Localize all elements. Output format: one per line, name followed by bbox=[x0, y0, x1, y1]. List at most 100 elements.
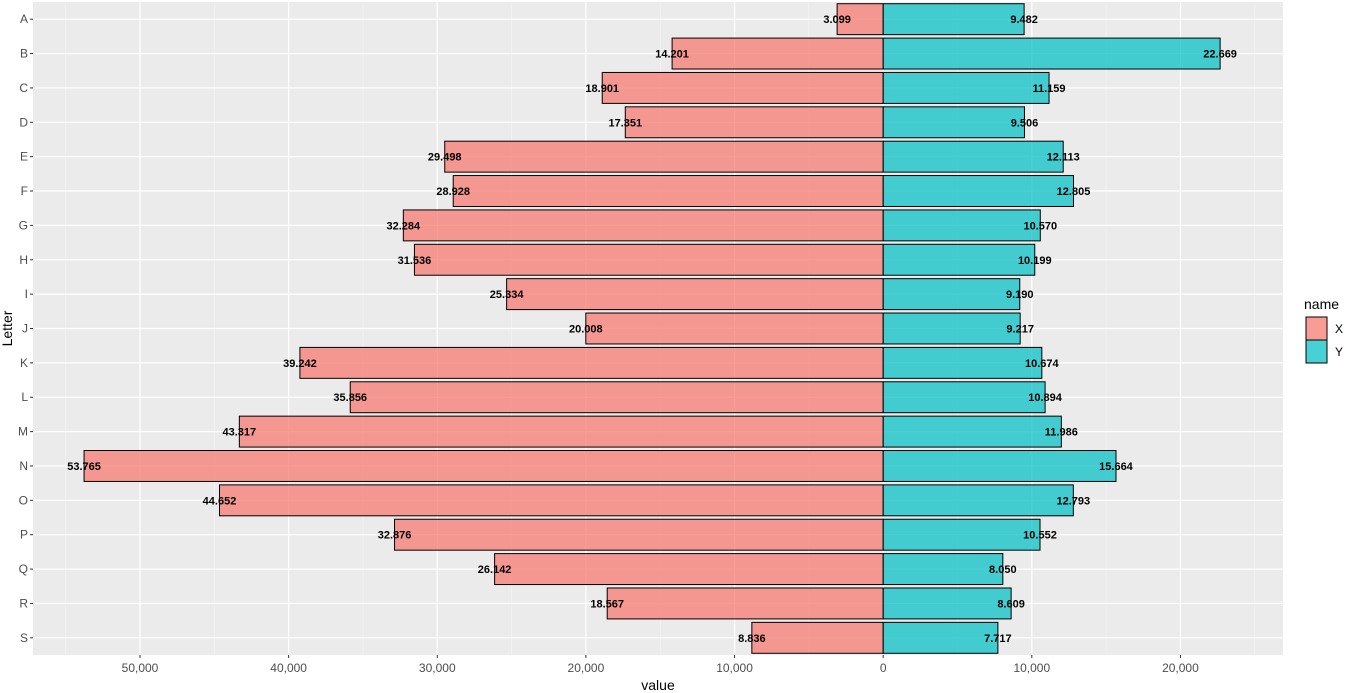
bar-x-e bbox=[444, 140, 884, 173]
data-label-x-d: 17.351 bbox=[608, 117, 642, 129]
data-label-y-i: 9.190 bbox=[1006, 289, 1034, 301]
legend-title: name bbox=[1304, 296, 1339, 312]
data-label-x-m: 43.317 bbox=[223, 427, 257, 439]
data-label-x-l: 35.856 bbox=[333, 392, 367, 404]
legend-key-y bbox=[1305, 339, 1328, 364]
bar-y-n bbox=[882, 450, 1117, 482]
y-tick-label: G bbox=[19, 218, 28, 232]
data-label-x-q: 26.142 bbox=[478, 564, 512, 576]
x-tick-label: 20,000 bbox=[1162, 661, 1199, 675]
y-tick-label: P bbox=[20, 528, 28, 542]
y-tick-label: E bbox=[20, 150, 28, 164]
data-label-x-h: 31.536 bbox=[398, 255, 432, 267]
data-label-y-l: 10.894 bbox=[1028, 392, 1063, 404]
data-label-y-j: 9.217 bbox=[1006, 324, 1034, 336]
y-tick-label: H bbox=[19, 253, 28, 267]
data-label-x-r: 18.567 bbox=[590, 598, 624, 610]
bars bbox=[83, 3, 1221, 654]
bar-x-c bbox=[601, 71, 884, 104]
bar-x-o bbox=[219, 484, 884, 517]
bar-y-m bbox=[882, 415, 1062, 448]
legend-label-y: Y bbox=[1335, 345, 1343, 359]
data-label-y-d: 9.506 bbox=[1011, 117, 1039, 129]
bar-x-p bbox=[394, 518, 884, 551]
bar-x-l bbox=[349, 381, 884, 414]
x-tick-label: 0 bbox=[880, 661, 887, 675]
y-axis: A B C D E F G H I J K L M N O P Q R S bbox=[18, 12, 33, 645]
bar-y-l bbox=[882, 381, 1046, 414]
bar-y-c bbox=[882, 71, 1050, 104]
data-label-y-q: 8.050 bbox=[989, 564, 1017, 576]
bar-y-o bbox=[882, 484, 1074, 517]
bar-x-i bbox=[506, 278, 884, 311]
bar-y-k bbox=[882, 346, 1043, 379]
bar-x-j bbox=[585, 312, 884, 345]
bar-x-b bbox=[671, 37, 884, 70]
bar-y-b bbox=[882, 37, 1221, 70]
data-label-y-f: 12.805 bbox=[1057, 186, 1091, 198]
y-tick-label: O bbox=[19, 493, 28, 507]
bar-y-e bbox=[882, 140, 1064, 173]
y-axis-title: Letter bbox=[0, 310, 15, 346]
bar-x-g bbox=[402, 209, 884, 242]
data-label-x-p: 32.876 bbox=[378, 530, 412, 542]
bar-y-g bbox=[882, 209, 1041, 242]
bar-y-f bbox=[882, 175, 1075, 207]
data-label-x-n: 53.765 bbox=[67, 461, 101, 473]
bar-x-n bbox=[83, 450, 884, 482]
data-label-y-r: 8.609 bbox=[997, 598, 1025, 610]
bar-x-f bbox=[452, 175, 884, 207]
bar-y-d bbox=[882, 106, 1025, 139]
bar-y-h bbox=[882, 243, 1036, 276]
data-label-y-h: 10.199 bbox=[1018, 255, 1052, 267]
bar-x-a bbox=[836, 3, 884, 36]
x-tick-label: 10,000 bbox=[1013, 661, 1050, 675]
data-label-x-s: 8.836 bbox=[738, 633, 766, 645]
legend: name XY bbox=[1304, 296, 1343, 364]
y-tick-label: I bbox=[25, 287, 28, 301]
x-axis: 50,000 40,000 30,000 20,000 10,000 0 10,000 20,… bbox=[122, 655, 1199, 675]
x-tick-label: 40,000 bbox=[270, 661, 307, 675]
bar-y-r bbox=[882, 587, 1012, 620]
data-label-y-g: 10.570 bbox=[1023, 220, 1057, 232]
bar-y-s bbox=[882, 621, 999, 654]
legend-label-x: X bbox=[1335, 322, 1343, 336]
y-tick-label: D bbox=[19, 115, 28, 129]
data-label-y-o: 12.793 bbox=[1056, 495, 1090, 507]
data-label-y-p: 10.552 bbox=[1023, 530, 1057, 542]
bar-x-d bbox=[624, 106, 884, 139]
bar-x-s bbox=[751, 621, 884, 654]
y-tick-label: R bbox=[19, 596, 28, 610]
y-tick-label: A bbox=[20, 12, 28, 26]
bar-y-a bbox=[882, 3, 1025, 36]
data-label-y-m: 11.986 bbox=[1045, 427, 1078, 439]
y-tick-label: M bbox=[18, 425, 28, 439]
bar-x-r bbox=[606, 587, 884, 620]
data-label-x-i: 25.334 bbox=[490, 289, 525, 301]
data-label-y-n: 15.664 bbox=[1099, 461, 1134, 473]
data-label-y-k: 10.674 bbox=[1025, 358, 1060, 370]
bar-x-k bbox=[299, 346, 884, 379]
data-label-y-s: 7.717 bbox=[984, 633, 1012, 645]
legend-key-x bbox=[1305, 316, 1328, 341]
bar-y-p bbox=[882, 518, 1041, 551]
y-tick-label: S bbox=[20, 631, 28, 645]
y-tick-label: K bbox=[20, 356, 28, 370]
data-label-y-a: 9.482 bbox=[1010, 14, 1038, 26]
bar-y-i bbox=[882, 278, 1021, 311]
bar-x-q bbox=[494, 553, 884, 586]
data-label-x-k: 39.242 bbox=[283, 358, 317, 370]
data-label-y-c: 11.159 bbox=[1033, 83, 1066, 95]
y-tick-label: B bbox=[20, 47, 28, 61]
bar-y-q bbox=[882, 553, 1004, 586]
x-tick-label: 50,000 bbox=[122, 661, 159, 675]
data-label-y-e: 12.113 bbox=[1047, 152, 1080, 164]
x-tick-label: 30,000 bbox=[419, 661, 456, 675]
y-tick-label: C bbox=[19, 81, 28, 95]
data-label-x-o: 44.652 bbox=[203, 495, 237, 507]
y-tick-label: L bbox=[21, 390, 28, 404]
data-labels: 3.099 14.201 18.901 17.351 29.498 28.928 32.28… bbox=[67, 14, 1237, 645]
data-label-x-j: 20.008 bbox=[569, 324, 603, 336]
data-label-x-b: 14.201 bbox=[655, 49, 689, 61]
